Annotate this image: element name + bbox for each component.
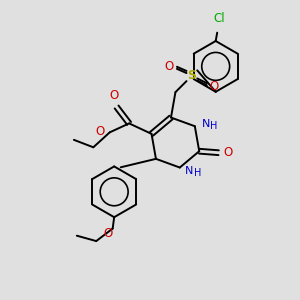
Text: Cl: Cl — [214, 13, 225, 26]
Text: O: O — [110, 88, 119, 102]
Text: O: O — [95, 125, 104, 138]
Text: S: S — [188, 69, 196, 82]
Text: H: H — [210, 121, 217, 131]
Text: O: O — [165, 60, 174, 73]
Text: O: O — [224, 146, 233, 159]
Text: O: O — [103, 227, 112, 240]
Text: N: N — [201, 119, 210, 129]
Text: N: N — [185, 166, 194, 176]
Text: O: O — [210, 80, 219, 93]
Text: H: H — [194, 168, 201, 178]
